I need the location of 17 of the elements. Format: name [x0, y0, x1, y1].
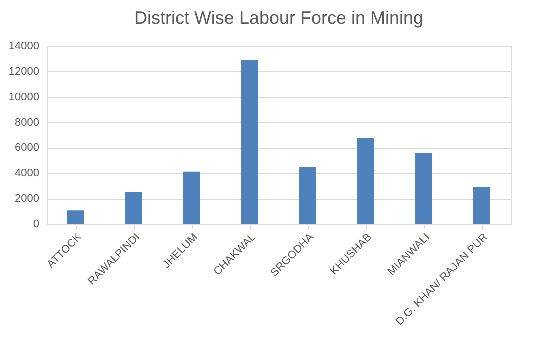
- y-tick-label: 0: [33, 218, 40, 230]
- y-tick-label: 4000: [15, 168, 40, 180]
- bar: [358, 138, 374, 224]
- bar: [416, 153, 432, 224]
- y-tick-label: 6000: [15, 142, 40, 154]
- y-tick-label: 2000: [15, 193, 40, 206]
- y-tick-label: 10000: [8, 91, 40, 104]
- bar: [300, 167, 316, 224]
- bar: [126, 192, 142, 224]
- bar: [474, 187, 490, 224]
- bar: [68, 210, 84, 224]
- y-tick-label: 14000: [8, 40, 40, 52]
- y-tick-label: 12000: [8, 66, 40, 78]
- bar: [184, 172, 200, 224]
- bar: [242, 60, 258, 224]
- chart-title: District Wise Labour Force in Mining: [134, 8, 424, 28]
- y-tick-label: 8000: [15, 116, 40, 129]
